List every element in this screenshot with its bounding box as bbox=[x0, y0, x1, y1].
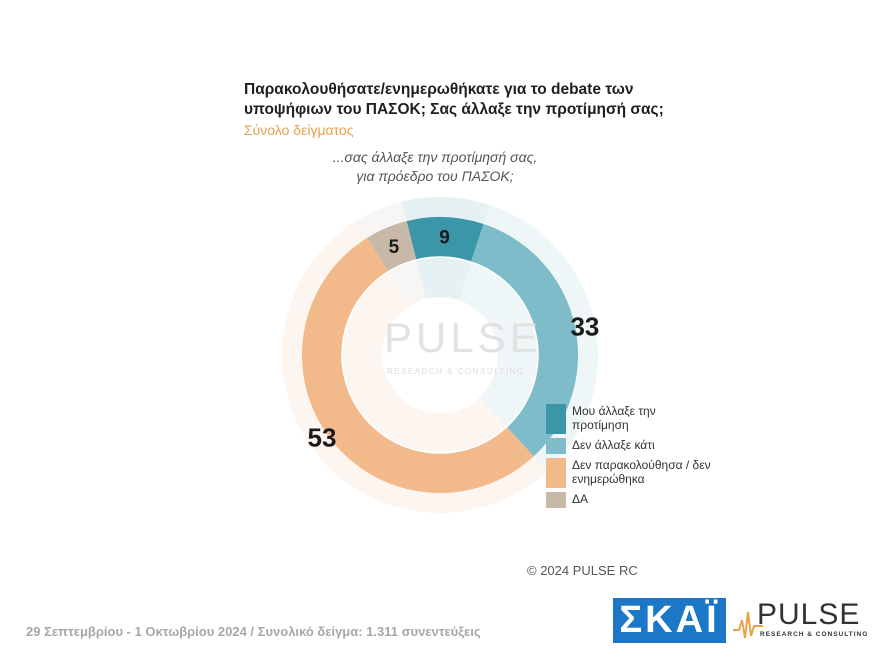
donut-value-label: 53 bbox=[307, 423, 336, 453]
legend-swatch bbox=[546, 458, 566, 488]
donut-slices bbox=[302, 217, 578, 493]
legend-item: Δεν άλλαξε κάτι bbox=[546, 438, 716, 454]
donut-slice bbox=[366, 221, 417, 272]
donut-inner-edge bbox=[341, 256, 539, 454]
donut-value-label: 5 bbox=[389, 237, 400, 258]
question-text: ...σας άλλαξε την προτίμησή σας, για πρό… bbox=[280, 148, 590, 186]
legend-item: ΔΑ bbox=[546, 492, 716, 508]
footer-sample-info: 29 Σεπτεμβρίου - 1 Οκτωβρίου 2024 / Συνο… bbox=[26, 624, 481, 639]
pulse-logo-text: PULSE bbox=[757, 598, 861, 631]
watermark-logo: PULSE bbox=[384, 314, 542, 361]
chart-title: Παρακολουθήσατε/ενημερωθήκατε για το deb… bbox=[244, 81, 664, 118]
donut-slice bbox=[470, 224, 578, 457]
legend-label: ΔΑ bbox=[572, 492, 589, 506]
legend-item: Μου άλλαξε την προτίμηση bbox=[546, 404, 716, 434]
skai-logo: ΣΚΑΪ bbox=[613, 598, 726, 643]
legend-swatch bbox=[546, 492, 566, 508]
chart-subtitle: Σύνολο δείγματος bbox=[244, 122, 354, 138]
question-line-2: για πρόεδρο του ΠΑΣΟΚ; bbox=[356, 168, 514, 184]
legend-swatch bbox=[546, 438, 566, 454]
pulse-logo-subtext: RESEARCH & CONSULTING bbox=[760, 631, 869, 638]
pulse-wave-icon bbox=[733, 611, 763, 639]
legend-label: Δεν παρακολούθησα / δεν ενημερώθηκα bbox=[572, 458, 711, 486]
pulse-logo: PULSE RESEARCH & CONSULTING bbox=[733, 598, 869, 646]
donut-slice bbox=[406, 217, 484, 263]
donut-value-labels: 9 33 53 5 bbox=[307, 228, 599, 453]
donut-value-label: 9 bbox=[439, 228, 450, 249]
donut-slice bbox=[302, 237, 534, 493]
donut-value-label: 33 bbox=[570, 311, 599, 341]
legend-swatch bbox=[546, 404, 566, 434]
legend-label: Δεν άλλαξε κάτι bbox=[572, 438, 655, 452]
question-line-1: ...σας άλλαξε την προτίμησή σας, bbox=[332, 149, 538, 165]
legend-item: Δεν παρακολούθησα / δεν ενημερώθηκα bbox=[546, 458, 716, 488]
legend-label: Μου άλλαξε την προτίμηση bbox=[572, 404, 656, 432]
chart-legend: Μου άλλαξε την προτίμηση Δεν άλλαξε κάτι… bbox=[546, 404, 716, 512]
watermark-subtext: RESEARCH & CONSULTING bbox=[387, 367, 525, 376]
copyright-text: © 2024 PULSE RC bbox=[527, 563, 638, 578]
